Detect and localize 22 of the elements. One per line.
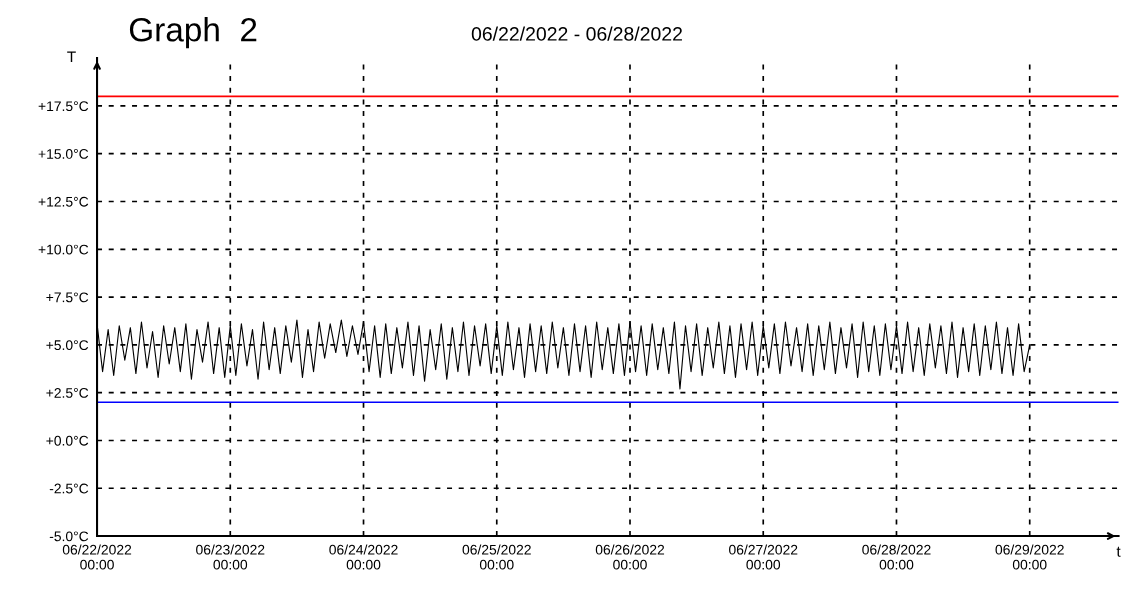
y-tick-label: +5.0°C (46, 340, 89, 351)
x-tick-label: 06/25/2022 00:00 (462, 544, 531, 570)
y-axis-title: T (67, 51, 76, 63)
x-tick-label: 06/23/2022 00:00 (196, 544, 265, 570)
chart-subtitle: 06/22/2022 - 06/28/2022 (471, 26, 682, 41)
y-tick-label: -5.0°C (49, 531, 89, 542)
y-tick-label: +10.0°C (38, 244, 89, 255)
y-tick-label: +2.5°C (46, 388, 89, 398)
x-tick-label: 06/22/2022 00:00 (62, 544, 132, 570)
x-tick-label: 06/28/2022 00:00 (862, 544, 931, 570)
x-tick-label: 06/29/2022 00:00 (995, 544, 1064, 570)
y-tick-label: +17.5°C (38, 101, 89, 112)
x-tick-label: 06/27/2022 00:00 (729, 544, 798, 570)
y-tick-label: +12.5°C (38, 196, 89, 207)
x-tick-label: 06/24/2022 00:00 (329, 544, 398, 570)
y-tick-label: +7.5°C (46, 292, 89, 303)
chart-title: Graph 2 (129, 17, 257, 49)
x-axis-title: t (1116, 546, 1121, 557)
y-tick-label: +15.0°C (38, 149, 89, 159)
x-tick-label: 06/26/2022 00:00 (595, 544, 665, 570)
y-tick-label: +0.0°C (46, 435, 89, 446)
y-tick-label: -2.5°C (49, 483, 89, 494)
